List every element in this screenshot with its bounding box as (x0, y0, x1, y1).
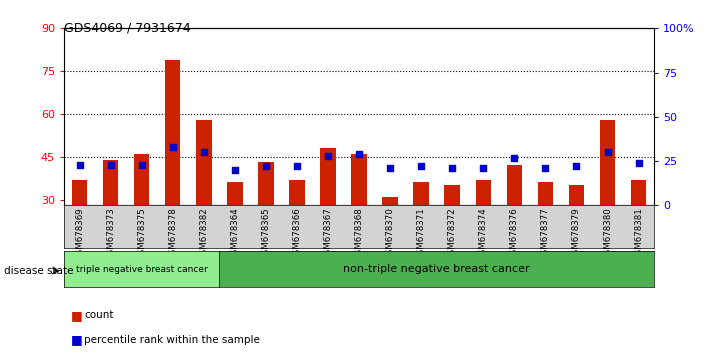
Point (385, 165, 396, 171)
Bar (134, 154, 149, 285)
Point (74, 162, 85, 167)
Bar (289, 179, 305, 285)
Text: GSM678380: GSM678380 (603, 207, 612, 260)
Text: GSM678374: GSM678374 (479, 207, 488, 260)
Bar (444, 185, 460, 285)
Bar (569, 185, 584, 285)
Point (292, 164, 303, 169)
Text: GSM678367: GSM678367 (324, 207, 333, 260)
Bar (383, 197, 398, 285)
Bar (165, 60, 181, 285)
Bar (600, 120, 615, 285)
Text: GSM678371: GSM678371 (417, 207, 426, 260)
Text: GSM678369: GSM678369 (75, 207, 84, 260)
Text: count: count (84, 310, 113, 320)
Point (571, 164, 582, 169)
Text: percentile rank within the sample: percentile rank within the sample (84, 335, 260, 345)
Text: GSM678377: GSM678377 (541, 207, 550, 260)
Text: GSM678365: GSM678365 (262, 207, 270, 260)
Point (167, 144, 178, 150)
Point (105, 162, 117, 167)
Text: non-triple negative breast cancer: non-triple negative breast cancer (343, 264, 530, 274)
Point (540, 165, 551, 171)
Point (415, 164, 427, 169)
Text: GDS4069 / 7931674: GDS4069 / 7931674 (64, 21, 191, 34)
Bar (631, 179, 646, 285)
Bar (258, 162, 274, 285)
Text: GSM678373: GSM678373 (106, 207, 115, 260)
Text: GSM678382: GSM678382 (199, 207, 208, 260)
Bar (72, 179, 87, 285)
Bar (320, 148, 336, 285)
Point (198, 149, 210, 155)
Text: GSM678381: GSM678381 (634, 207, 643, 260)
Bar (227, 182, 242, 285)
Text: GSM678366: GSM678366 (292, 207, 301, 260)
Text: GSM678379: GSM678379 (572, 207, 581, 260)
Point (633, 160, 644, 166)
Point (322, 153, 333, 159)
Point (602, 149, 613, 155)
Bar (103, 160, 118, 285)
Bar (351, 154, 367, 285)
Text: GSM678372: GSM678372 (448, 207, 456, 260)
Point (260, 164, 272, 169)
Point (508, 155, 520, 160)
Text: GSM678375: GSM678375 (137, 207, 146, 260)
Point (447, 165, 458, 171)
Text: GSM678370: GSM678370 (385, 207, 395, 260)
Text: GSM678364: GSM678364 (230, 207, 240, 260)
Point (353, 151, 365, 157)
Text: GSM678368: GSM678368 (355, 207, 363, 260)
Text: GSM678376: GSM678376 (510, 207, 519, 260)
Text: disease state: disease state (4, 266, 73, 276)
Point (478, 165, 489, 171)
Bar (506, 165, 522, 285)
Bar (413, 182, 429, 285)
Bar (196, 120, 212, 285)
Bar (538, 182, 553, 285)
Text: triple negative breast cancer: triple negative breast cancer (76, 264, 208, 274)
Point (229, 167, 240, 173)
Point (136, 162, 147, 167)
Text: GSM678378: GSM678378 (169, 207, 177, 260)
Text: ■: ■ (71, 333, 87, 346)
Bar (476, 179, 491, 285)
Text: ■: ■ (71, 309, 87, 321)
